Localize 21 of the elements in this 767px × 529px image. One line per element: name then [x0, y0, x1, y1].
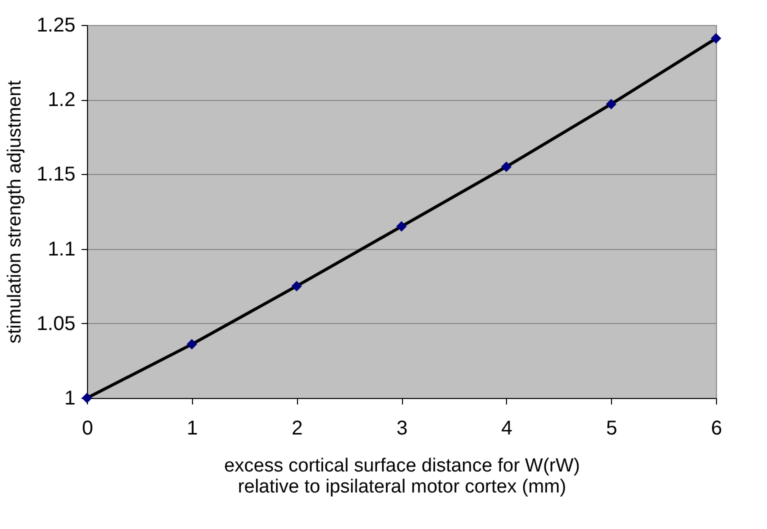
y-axis-title: stimulation strength adjustment — [4, 80, 26, 344]
x-tick-label: 5 — [606, 418, 618, 440]
x-tick-label: 1 — [186, 418, 198, 440]
point — [396, 221, 407, 232]
point — [291, 280, 302, 292]
y-tick-label: 1.15 — [36, 164, 76, 186]
x-tick-label: 0 — [82, 418, 94, 440]
x-tick-label: 3 — [396, 418, 408, 440]
x-tick-label: 4 — [501, 418, 512, 440]
point — [186, 339, 198, 350]
y-tick-label: 1.05 — [36, 312, 76, 335]
y-tick-label: 1 — [64, 388, 76, 410]
y-tick-label: 1.25 — [36, 14, 76, 36]
point — [606, 98, 616, 110]
x-axis-title: excess cortical surface distance for W(rW) relative to ipsilateral motor cortex (mm) — [224, 456, 580, 498]
point — [710, 33, 722, 44]
y-tick-label: 1.1 — [48, 238, 76, 260]
y-tick-label: 1.2 — [48, 89, 76, 112]
x-tick-label: 2 — [292, 418, 303, 440]
point — [501, 161, 512, 172]
x-tick-label: 6 — [710, 418, 722, 440]
